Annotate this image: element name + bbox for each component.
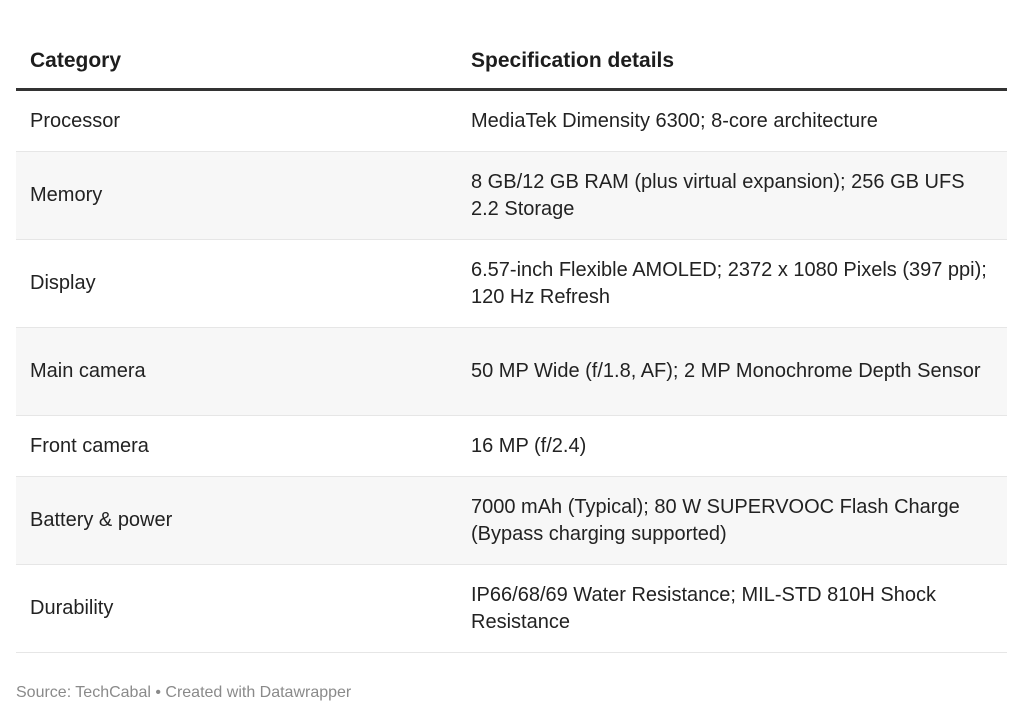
- spec-table: Category Specification details Processor…: [16, 36, 1007, 653]
- table-row: Display 6.57-inch Flexible AMOLED; 2372 …: [16, 239, 1007, 328]
- cell-category: Main camera: [16, 327, 457, 416]
- spec-table-container: Category Specification details Processor…: [16, 36, 1007, 653]
- cell-details: IP66/68/69 Water Resistance; MIL-STD 810…: [457, 564, 1007, 653]
- cell-details: 50 MP Wide (f/1.8, AF); 2 MP Monochrome …: [457, 327, 1007, 416]
- cell-category: Memory: [16, 151, 457, 240]
- table-row: Battery & power 7000 mAh (Typical); 80 W…: [16, 476, 1007, 565]
- cell-details: 8 GB/12 GB RAM (plus virtual expansion);…: [457, 151, 1007, 240]
- cell-category: Processor: [16, 89, 457, 152]
- cell-category: Battery & power: [16, 476, 457, 565]
- table-row: Durability IP66/68/69 Water Resistance; …: [16, 564, 1007, 653]
- table-row: Processor MediaTek Dimensity 6300; 8-cor…: [16, 89, 1007, 152]
- table-row: Front camera 16 MP (f/2.4): [16, 415, 1007, 477]
- source-footer: Source: TechCabal • Created with Datawra…: [16, 684, 352, 701]
- table-row: Memory 8 GB/12 GB RAM (plus virtual expa…: [16, 151, 1007, 240]
- cell-details: 16 MP (f/2.4): [457, 415, 1007, 477]
- cell-category: Durability: [16, 564, 457, 653]
- table-row: Main camera 50 MP Wide (f/1.8, AF); 2 MP…: [16, 327, 1007, 416]
- cell-details: MediaTek Dimensity 6300; 8-core architec…: [457, 89, 1007, 152]
- cell-details: 7000 mAh (Typical); 80 W SUPERVOOC Flash…: [457, 476, 1007, 565]
- cell-details: 6.57-inch Flexible AMOLED; 2372 x 1080 P…: [457, 239, 1007, 328]
- cell-category: Front camera: [16, 415, 457, 477]
- column-header-specification: Specification details: [457, 36, 1007, 91]
- table-header-row: Category Specification details: [16, 36, 1007, 91]
- cell-category: Display: [16, 239, 457, 328]
- column-header-category: Category: [16, 36, 457, 91]
